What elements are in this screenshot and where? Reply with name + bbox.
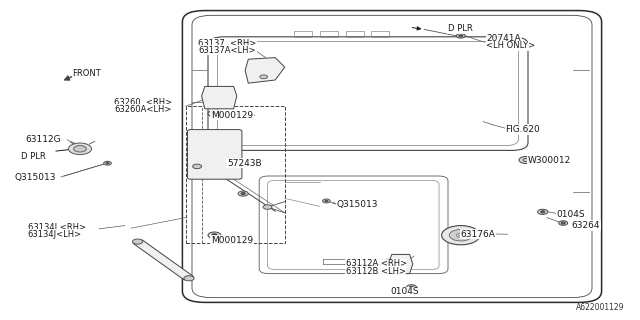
Text: D PLR: D PLR	[21, 152, 46, 161]
Circle shape	[519, 156, 533, 164]
Text: 57243B: 57243B	[227, 159, 262, 168]
Text: 63134I <RH>: 63134I <RH>	[28, 223, 86, 232]
Circle shape	[325, 200, 328, 202]
Text: Q315013: Q315013	[337, 200, 378, 209]
Circle shape	[541, 211, 545, 213]
Text: 63260  <RH>: 63260 <RH>	[114, 98, 172, 107]
Text: A622001129: A622001129	[575, 303, 624, 312]
Text: 63112G: 63112G	[26, 135, 61, 144]
Circle shape	[559, 221, 568, 225]
Text: 63260A<LH>: 63260A<LH>	[114, 105, 172, 114]
Circle shape	[106, 163, 109, 164]
Text: 0104S: 0104S	[390, 287, 419, 296]
Circle shape	[260, 75, 268, 79]
Text: FRONT: FRONT	[72, 69, 101, 78]
Text: D PLR: D PLR	[448, 24, 473, 33]
Text: 63112B <LH>: 63112B <LH>	[346, 267, 406, 276]
Text: 63264: 63264	[572, 221, 600, 230]
Text: 63137  <RH>: 63137 <RH>	[198, 39, 257, 48]
Circle shape	[212, 112, 217, 115]
Bar	[346, 31, 364, 37]
Circle shape	[263, 205, 272, 209]
Circle shape	[456, 34, 465, 38]
Text: 63134J<LH>: 63134J<LH>	[28, 230, 82, 239]
Circle shape	[456, 233, 465, 237]
Circle shape	[384, 259, 390, 262]
Circle shape	[241, 193, 245, 195]
Circle shape	[208, 232, 221, 238]
Circle shape	[184, 276, 194, 281]
FancyBboxPatch shape	[188, 130, 242, 179]
Bar	[186, 106, 285, 243]
Circle shape	[238, 191, 248, 196]
Circle shape	[410, 286, 413, 288]
Polygon shape	[245, 58, 285, 83]
Circle shape	[442, 226, 480, 245]
Text: 0104S: 0104S	[557, 210, 586, 219]
Text: 63112A <RH>: 63112A <RH>	[346, 260, 407, 268]
Bar	[320, 31, 338, 37]
Circle shape	[323, 199, 330, 203]
Circle shape	[68, 143, 92, 155]
Circle shape	[561, 222, 565, 224]
Circle shape	[193, 164, 202, 169]
Text: M000129: M000129	[211, 111, 253, 120]
Polygon shape	[202, 86, 237, 109]
Circle shape	[523, 158, 529, 162]
Text: FIG.620: FIG.620	[506, 125, 540, 134]
Circle shape	[104, 161, 111, 165]
Polygon shape	[388, 254, 413, 274]
Bar	[371, 31, 389, 37]
Circle shape	[132, 239, 143, 244]
Circle shape	[538, 209, 548, 214]
Text: 63176A: 63176A	[461, 230, 495, 239]
Text: W300012: W300012	[528, 156, 572, 164]
Text: <LH ONLY>: <LH ONLY>	[486, 41, 536, 50]
Text: 63137A<LH>: 63137A<LH>	[198, 46, 256, 55]
Circle shape	[74, 146, 86, 152]
Text: Q315013: Q315013	[15, 173, 56, 182]
Polygon shape	[133, 240, 194, 280]
Circle shape	[449, 229, 472, 241]
Circle shape	[459, 35, 463, 37]
Bar	[294, 31, 312, 37]
Text: 20741A: 20741A	[486, 34, 521, 43]
Circle shape	[406, 285, 417, 290]
Circle shape	[212, 234, 217, 236]
Text: M000129: M000129	[211, 236, 253, 245]
Circle shape	[208, 110, 221, 117]
